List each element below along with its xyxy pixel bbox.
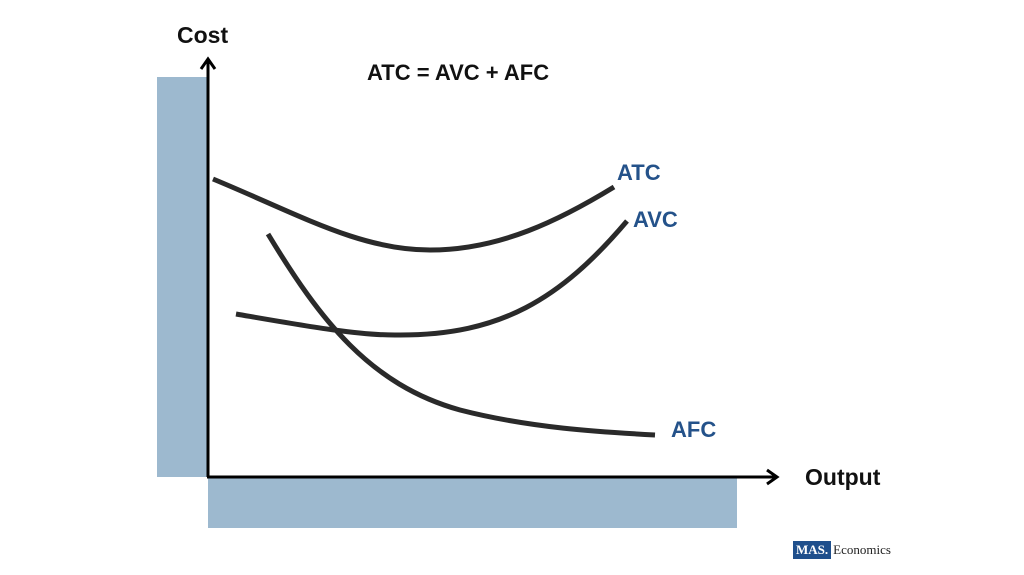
y-axis-arrow-icon	[199, 56, 217, 70]
x-axis-label: Output	[805, 464, 881, 490]
afc-curve	[265, 232, 656, 438]
left-accent-bar	[157, 77, 207, 477]
avc-label: AVC	[633, 207, 678, 232]
mas-economics-logo: MAS. Economics	[793, 541, 891, 559]
logo-text: Economics	[833, 542, 891, 557]
atc-label: ATC	[617, 160, 661, 185]
avc-curve	[235, 219, 629, 338]
y-axis-label: Cost	[177, 22, 229, 48]
afc-label: AFC	[671, 417, 717, 442]
bottom-accent-bar	[208, 478, 737, 528]
atc-curve	[212, 176, 616, 253]
formula-title: ATC = AVC + AFC	[367, 60, 550, 85]
x-axis-arrow-icon	[766, 468, 780, 486]
logo-mark: MAS.	[793, 541, 832, 559]
